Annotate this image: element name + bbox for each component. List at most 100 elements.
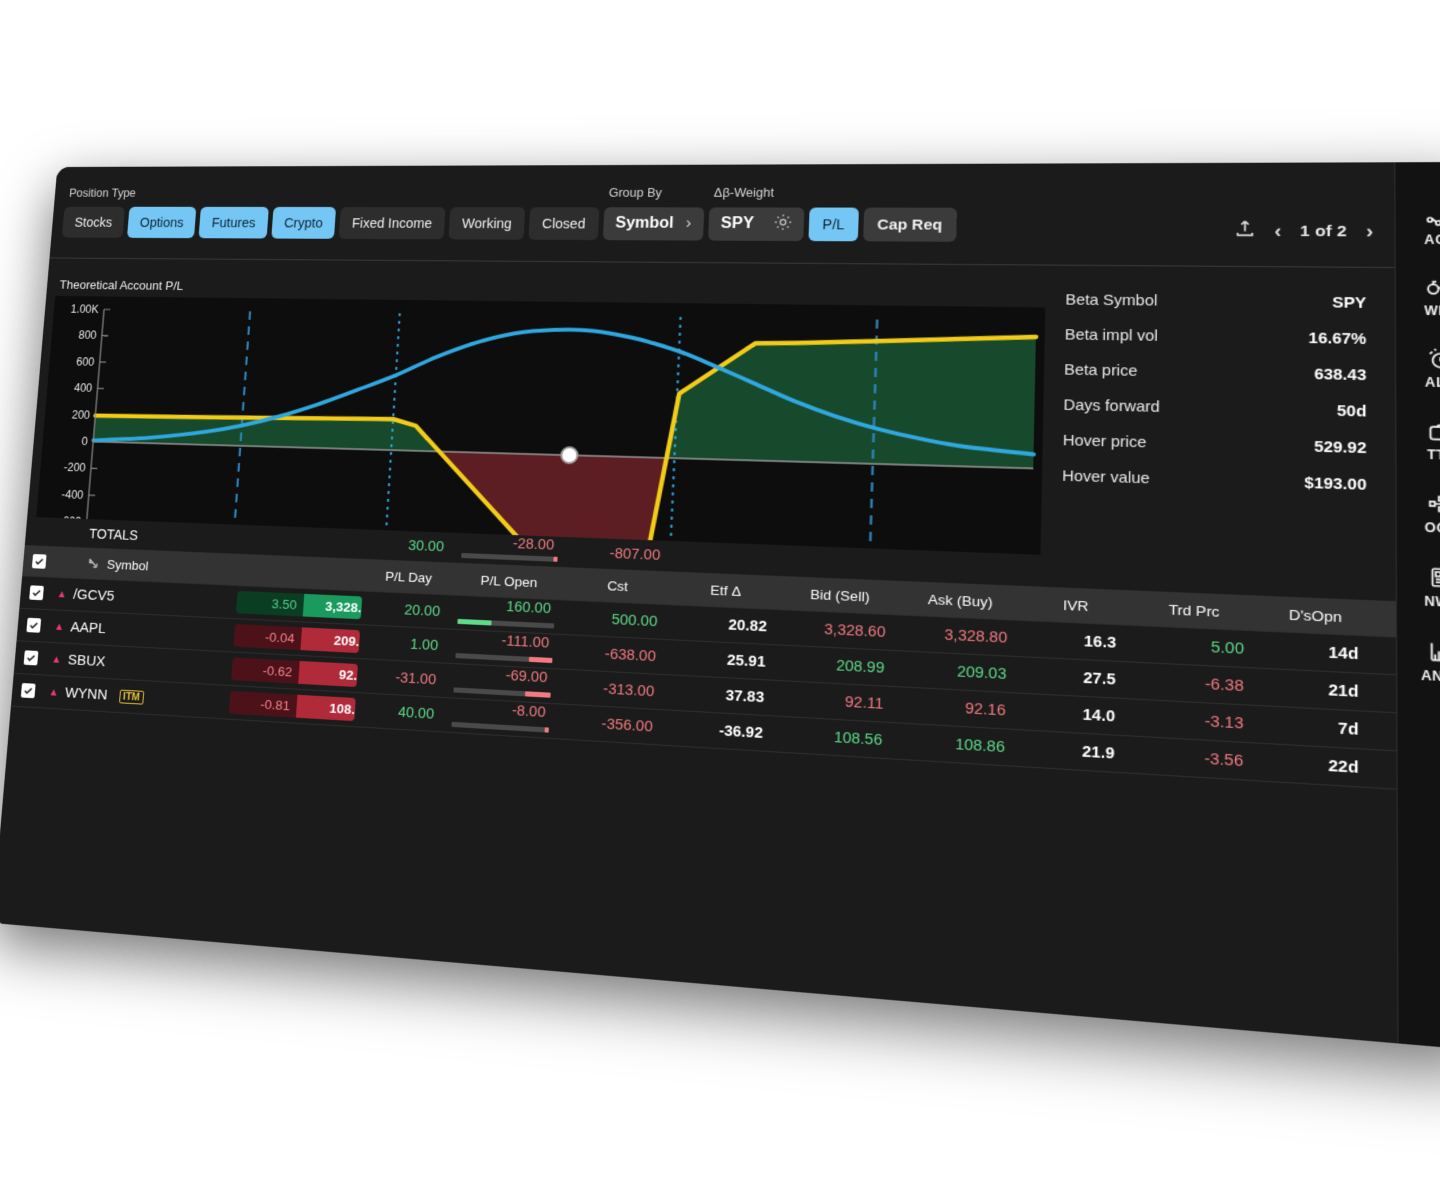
row-checkbox[interactable]: [12, 682, 44, 699]
header-actions: ‹ 1 of 2 ›: [1234, 218, 1373, 244]
totals-cst: -807.00: [609, 545, 661, 564]
row-checkbox[interactable]: [17, 617, 49, 633]
column-header-pl-day[interactable]: P/L Day: [384, 568, 433, 586]
totals-pl-open-meter: [461, 552, 558, 562]
itm-badge: ITM: [118, 689, 145, 705]
rail-label: ACT: [1424, 232, 1440, 248]
row-symbol-cell[interactable]: ▲ AAPL: [48, 618, 235, 644]
row-quote-badge-cell: 3.50 3,328.80: [235, 590, 363, 620]
totals-pl-day: 30.00: [407, 538, 445, 556]
prev-page-button[interactable]: ‹: [1274, 220, 1282, 243]
row-pl-day: 40.00: [397, 704, 435, 723]
gear-icon[interactable]: [766, 212, 804, 237]
quote-badge[interactable]: 3.50 3,328.80: [235, 590, 363, 620]
quote-badge[interactable]: -0.62 92.14: [231, 657, 358, 688]
quote-badge[interactable]: -0.81 108.71: [228, 690, 356, 722]
last-price: 3,328.80: [302, 593, 363, 620]
row-bid[interactable]: 92.11: [844, 693, 884, 713]
rail-item-alr[interactable]: ALR: [1425, 346, 1440, 391]
row-ask[interactable]: 209.03: [956, 663, 1007, 683]
chevron-right-icon[interactable]: ›: [685, 215, 692, 232]
column-header-pl-open[interactable]: P/L Open: [480, 572, 538, 590]
svg-text:800: 800: [78, 330, 97, 342]
rail-label: TTL: [1426, 447, 1440, 464]
row-cst: -313.00: [602, 680, 655, 700]
info-key: Hover price: [1062, 432, 1147, 452]
beta-weight-select[interactable]: SPY: [707, 207, 805, 242]
column-header-cst[interactable]: Cst: [606, 577, 629, 594]
select-all-checkbox[interactable]: [23, 553, 55, 569]
row-etf-delta: 20.82: [728, 616, 768, 636]
rail-item-act[interactable]: ACT: [1424, 204, 1440, 247]
next-page-button[interactable]: ›: [1365, 220, 1374, 243]
info-value: 16.67%: [1308, 330, 1367, 349]
row-symbol: /GCV5: [72, 586, 116, 605]
row-bid[interactable]: 3,328.60: [823, 621, 886, 641]
column-header-etf-delta[interactable]: Etf Δ: [710, 581, 742, 599]
triangle-up-icon: ▲: [48, 685, 60, 699]
info-row-beta-symbol: Beta Symbol SPY: [1050, 283, 1386, 322]
group-by-label: Group By: [608, 186, 663, 200]
chart-markers[interactable]: [561, 447, 578, 463]
svg-text:400: 400: [74, 383, 93, 395]
row-ds-opn: 22d: [1328, 757, 1359, 777]
group-by-select[interactable]: Symbol ›: [602, 207, 705, 241]
rail-item-nws[interactable]: NWS: [1424, 564, 1440, 610]
position-type-crypto[interactable]: Crypto: [271, 206, 337, 239]
position-type-working[interactable]: Working: [448, 207, 526, 240]
positions-table: TOTALS 30.00 -28.00 -807.00: [0, 516, 1398, 1044]
tab-pl[interactable]: P/L: [808, 207, 859, 242]
rail-item-ttl[interactable]: TTL: [1425, 418, 1440, 463]
row-etf-delta: -36.92: [718, 722, 764, 742]
meter-fill: [524, 691, 551, 698]
column-header-bid[interactable]: Bid (Sell): [810, 586, 870, 605]
app-window-wrapper: ‹ 1 of 2 › Position Type Stocks Options …: [0, 161, 1440, 1075]
row-symbol-cell[interactable]: ▲ /GCV5: [51, 585, 238, 610]
info-value: SPY: [1332, 294, 1367, 313]
row-bid[interactable]: 108.56: [833, 728, 883, 749]
position-type-options[interactable]: Options: [126, 206, 197, 239]
row-ivr: 21.9: [1081, 743, 1115, 763]
meter-fill: [457, 618, 492, 626]
beta-weight-value[interactable]: SPY: [720, 215, 755, 232]
rail-item-wlt[interactable]: WLT: [1424, 275, 1440, 319]
row-quote-badge-cell: -0.81 108.71: [228, 690, 356, 722]
tab-cap-req[interactable]: Cap Req: [862, 207, 957, 242]
position-type-futures[interactable]: Futures: [198, 206, 269, 239]
group-by-value[interactable]: Symbol: [614, 215, 674, 232]
row-checkbox[interactable]: [20, 585, 52, 601]
row-pl-open-meter: [455, 653, 553, 664]
position-type-fixed-income[interactable]: Fixed Income: [338, 207, 446, 240]
column-header-ivr[interactable]: IVR: [1062, 596, 1089, 614]
info-key: Beta price: [1063, 362, 1138, 381]
column-header-trd-prc[interactable]: Trd Prc: [1168, 601, 1220, 620]
column-header-ask[interactable]: Ask (Buy): [927, 590, 993, 610]
info-value: $193.00: [1304, 475, 1367, 495]
position-type-closed[interactable]: Closed: [528, 207, 600, 241]
row-symbol-cell[interactable]: ▲ WYNN ITM: [43, 683, 231, 710]
beta-info-panel: Beta Symbol SPY Beta impl vol 16.67% Bet…: [1046, 283, 1386, 505]
rail-item-anys[interactable]: ANYS: [1421, 638, 1440, 685]
column-header-symbol[interactable]: Symbol: [54, 554, 240, 576]
row-ask[interactable]: 92.16: [964, 699, 1006, 720]
column-header-ds-opn[interactable]: D'sOpn: [1288, 606, 1342, 625]
info-key: Days forward: [1063, 397, 1160, 417]
row-bid[interactable]: 208.99: [835, 657, 885, 677]
chart-canvas: [28, 296, 1045, 663]
row-pl-day: 20.00: [403, 601, 441, 620]
rail-item-och[interactable]: OCH: [1424, 490, 1440, 536]
row-trd-prc: 5.00: [1210, 638, 1245, 658]
row-symbol-cell[interactable]: ▲ SBUX: [45, 650, 232, 677]
row-ask[interactable]: 108.86: [954, 735, 1006, 756]
quote-badge[interactable]: -0.04 209.01: [233, 624, 361, 654]
row-checkbox[interactable]: [15, 650, 47, 666]
row-etf-delta: 37.83: [725, 687, 765, 706]
info-value: 529.92: [1313, 438, 1367, 458]
triangle-up-icon: ▲: [56, 587, 68, 600]
upload-icon[interactable]: [1234, 218, 1256, 244]
row-ask[interactable]: 3,328.80: [944, 626, 1008, 647]
position-type-stocks[interactable]: Stocks: [61, 206, 126, 238]
row-etf-delta: 25.91: [726, 651, 766, 671]
row-ds-opn: 14d: [1328, 643, 1359, 664]
